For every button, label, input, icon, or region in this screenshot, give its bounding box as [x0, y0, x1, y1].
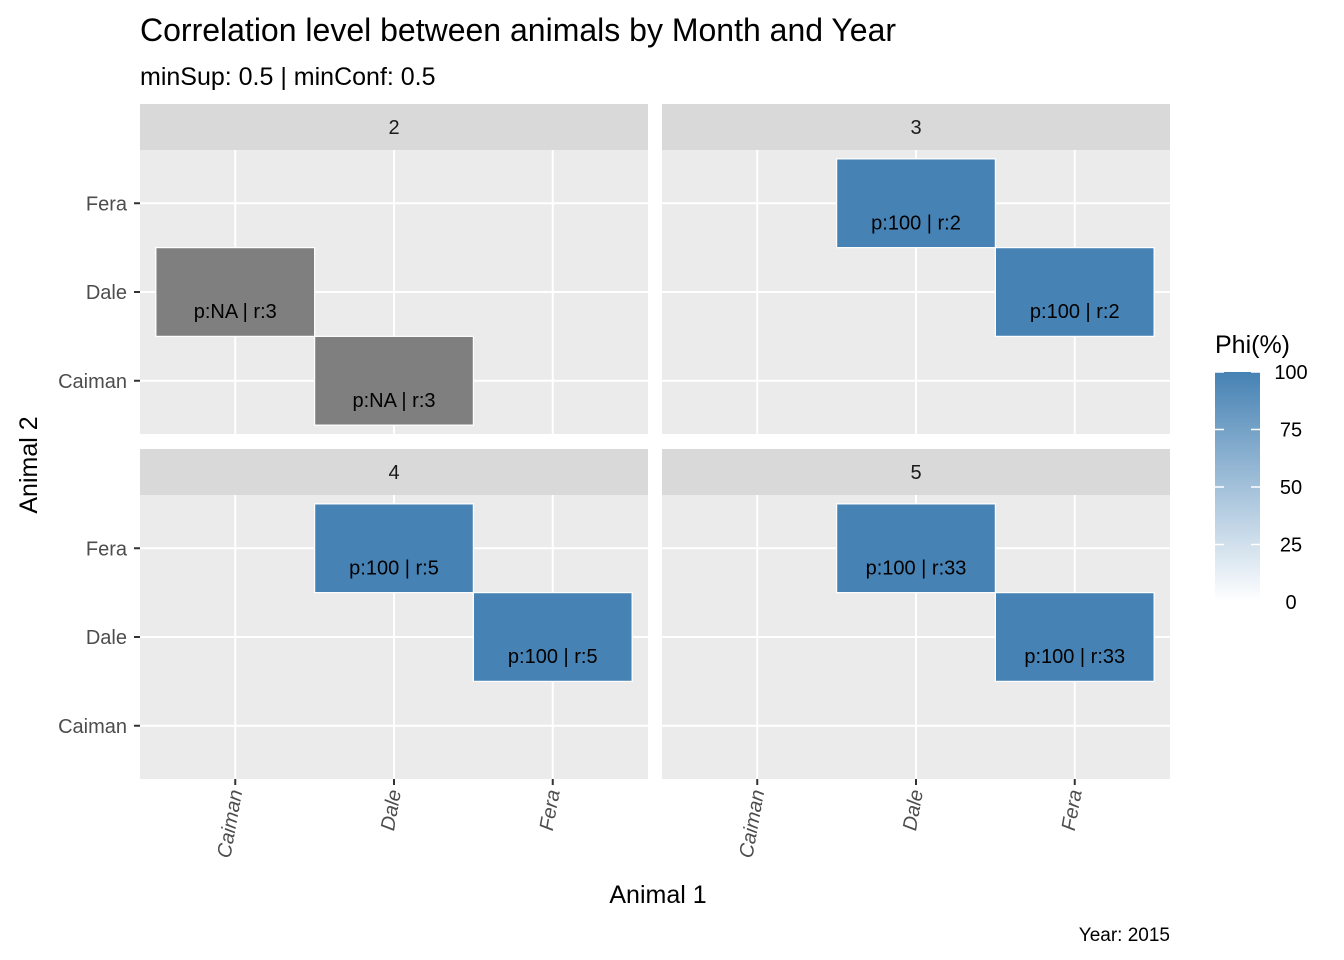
- legend-tick-label: 75: [1280, 420, 1302, 442]
- y-tick-label: Dale: [86, 282, 127, 304]
- y-tick-label: Fera: [86, 538, 128, 560]
- legend-tick-label: 25: [1280, 535, 1302, 557]
- x-tick-label: Fera: [1058, 788, 1087, 832]
- facet-panel: 5 p:100 | r:33 p:100 | r:33 Caiman Dale Fera: [662, 449, 1170, 860]
- y-tick-label: Caiman: [58, 716, 127, 738]
- tile-label: p:100 | r:33: [1024, 646, 1125, 668]
- heatmap-tile: [472, 592, 633, 682]
- heatmap-tile: [994, 592, 1155, 682]
- x-tick-label: Dale: [377, 788, 406, 832]
- legend-tick-label: 0: [1285, 592, 1296, 614]
- tile-label: p:100 | r:2: [1030, 301, 1120, 323]
- facet-strip: [662, 104, 1170, 150]
- legend-tick-label: 100: [1274, 362, 1307, 384]
- facet-panel: 4 p:100 | r:5 p:100 | r:5 Caiman Dale Fera Cai…: [58, 449, 648, 860]
- x-tick-label: Fera: [536, 788, 565, 832]
- facet-panels: 2 p:NA | r:3 p:NA | r:3 Caiman Dale Fera 3 p:10…: [58, 104, 1170, 860]
- heatmap-tile: [994, 247, 1155, 337]
- chart-subtitle: minSup: 0.5 | minConf: 0.5: [140, 63, 436, 91]
- heatmap-tile: [314, 335, 474, 426]
- tile-label: p:NA | r:3: [352, 390, 435, 412]
- x-tick-label: Caiman: [736, 788, 770, 860]
- y-tick-label: Fera: [86, 193, 128, 215]
- y-tick-label: Dale: [86, 627, 127, 649]
- y-tick-label: Caiman: [58, 371, 127, 393]
- heatmap-tile: [836, 503, 996, 594]
- y-axis-title: Animal 2: [15, 416, 43, 513]
- heatmap-tile: [836, 158, 996, 249]
- facet-strip-label: 3: [910, 117, 921, 139]
- tile-label: p:NA | r:3: [194, 301, 277, 323]
- legend-title: Phi(%): [1215, 331, 1290, 359]
- chart-title: Correlation level between animals by Mon…: [140, 12, 896, 48]
- x-tick-label: Dale: [899, 788, 928, 832]
- facet-strip: [140, 449, 648, 495]
- x-tick-label: Caiman: [214, 788, 248, 860]
- facet-panel: 2 p:NA | r:3 p:NA | r:3 Caiman Dale Fera: [58, 104, 648, 434]
- x-axis-title: Animal 1: [609, 881, 706, 909]
- facet-strip: [662, 449, 1170, 495]
- facet-strip-label: 2: [388, 117, 399, 139]
- facet-strip-label: 5: [910, 462, 921, 484]
- tile-label: p:100 | r:33: [866, 557, 967, 579]
- legend: Phi(%) 100 75 50 25 0: [1215, 331, 1308, 614]
- facet-strip-label: 4: [388, 462, 399, 484]
- facet-panel: 3 p:100 | r:2 p:100 | r:2: [662, 104, 1170, 434]
- tile-label: p:100 | r:5: [508, 646, 598, 668]
- legend-ticks: 100 75 50 25 0: [1215, 362, 1308, 614]
- heatmap-tile: [314, 503, 474, 594]
- tile-label: p:100 | r:5: [349, 557, 439, 579]
- caption: Year: 2015: [1079, 925, 1170, 946]
- facet-strip: [140, 104, 648, 150]
- heatmap-tile: [155, 247, 316, 337]
- legend-tick-label: 50: [1280, 477, 1302, 499]
- tile-label: p:100 | r:2: [871, 212, 961, 234]
